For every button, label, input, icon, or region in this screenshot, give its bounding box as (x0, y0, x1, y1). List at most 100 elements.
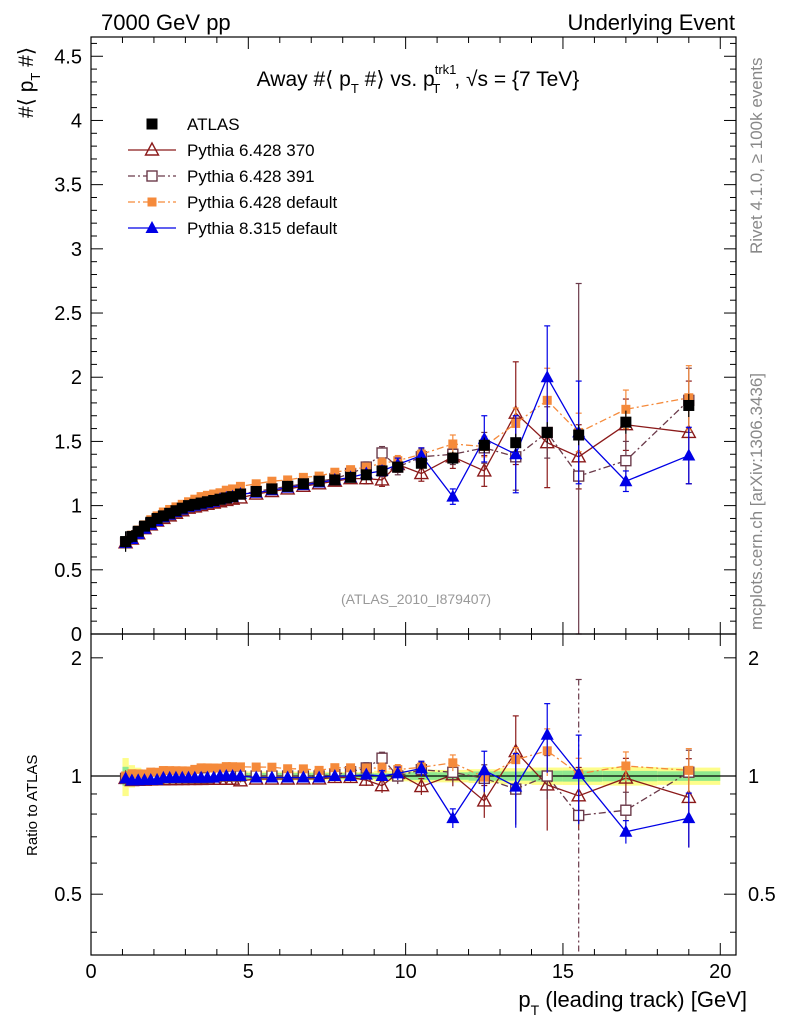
ratio-panel: 0.5 0.5 1 1 2 2 Ratio to ATLAS (24, 633, 776, 956)
y-tick-label: 1.5 (54, 431, 82, 453)
x-axis-label: pT (leading track) [GeV] (518, 987, 747, 1018)
ratio-point (152, 767, 162, 777)
data-point (251, 479, 261, 489)
data-point (414, 448, 428, 461)
ratio-point (344, 769, 358, 782)
atlas-point (250, 485, 262, 497)
ratio-point (359, 767, 373, 780)
atlas-point (376, 465, 388, 477)
ratio-point (540, 727, 554, 740)
atlas-point (132, 525, 144, 537)
main-axis-ticks (90, 37, 736, 635)
legend-label: ATLAS (187, 115, 240, 134)
atlas-point (214, 493, 226, 505)
ratio-point (618, 769, 634, 784)
ratio-point (209, 763, 219, 773)
data-point (235, 481, 245, 491)
ratio-point (621, 761, 631, 771)
ratio-point (146, 767, 156, 777)
ratio-point (251, 762, 261, 772)
ratio-point (391, 766, 405, 779)
x-tick-label: 0 (85, 961, 96, 983)
data-point (620, 454, 632, 467)
atlas-point (138, 520, 150, 532)
atlas-point (360, 469, 372, 481)
data-point (202, 490, 212, 500)
atlas-point (208, 494, 220, 506)
rivet-label: Rivet 4.1.0, ≥ 100k events (747, 58, 766, 254)
header-left: 7000 GeV pp (101, 10, 231, 35)
ratio-point (414, 761, 428, 774)
ratio-series-pythia-6-428-391 (119, 678, 695, 955)
atlas-point (345, 471, 357, 483)
ylabel-pre: #⟨ p (15, 81, 38, 118)
legend-entry-pythia-8-315-default: Pythia 8.315 default (128, 219, 338, 238)
title-sub1: T (351, 81, 359, 96)
ratio-point (346, 763, 356, 773)
ratio-series (117, 678, 697, 955)
y-tick-label: 4 (71, 110, 82, 132)
series-line (125, 412, 689, 544)
ratio-y-tick-label: 0.5 (54, 884, 82, 906)
ratio-point (235, 762, 245, 772)
ratio-y-tick-label-right: 2 (748, 648, 759, 670)
ratio-point (202, 763, 212, 773)
ratio-point (215, 763, 225, 773)
atlas-point (145, 516, 157, 528)
atlas-point (120, 536, 132, 548)
series-atlas (120, 393, 695, 552)
x-tick-labels: 0 5 10 15 20 (85, 961, 731, 983)
data-point (476, 462, 492, 477)
ratio-point (328, 769, 342, 782)
atlas-point (170, 505, 182, 517)
atlas-point (313, 475, 325, 487)
ratio-point (330, 763, 340, 773)
atlas-point (176, 502, 188, 514)
data-point (298, 472, 308, 482)
x-tick-label: 15 (552, 961, 574, 983)
data-point (346, 465, 356, 475)
watermark: (ATLAS_2010_I879407) (341, 591, 491, 607)
legend-marker (145, 221, 159, 233)
atlas-point (201, 496, 213, 508)
legend-label: Pythia 6.428 default (187, 193, 338, 212)
legend-marker (146, 118, 158, 130)
x-tick-label: 10 (395, 961, 417, 983)
ratio-point (165, 766, 175, 776)
data-point (413, 465, 430, 480)
data-point (330, 467, 340, 477)
data-point (377, 458, 387, 468)
ratio-point (283, 764, 293, 774)
atlas-point (329, 474, 341, 486)
data-point (228, 484, 238, 494)
ratio-y-tick-label-right: 1 (748, 766, 759, 788)
y-axis-label: #⟨ pT #⟩ (15, 47, 43, 118)
data-point (682, 448, 696, 461)
title-mid: #⟩ vs. p (359, 68, 435, 91)
atlas-point (282, 480, 294, 492)
x-tick-label: 20 (709, 961, 731, 983)
legend-entry-pythia-6-428-391: Pythia 6.428 391 (128, 167, 315, 186)
atlas-point (189, 498, 201, 510)
ratio-y-tick-label: 1 (71, 766, 82, 788)
ratio-point (265, 770, 279, 783)
atlas-point (683, 399, 695, 411)
main-ytick-labels: 0 0.5 1 1.5 2 2.5 3 3.5 4 4.5 (54, 46, 82, 646)
atlas-point (510, 437, 522, 449)
ratio-point (446, 811, 460, 824)
atlas-point (151, 512, 163, 524)
ratio-point (196, 763, 206, 773)
y-tick-label: 1 (71, 496, 82, 518)
title-pre: Away #⟨ p (257, 68, 351, 91)
y-tick-label: 0.5 (54, 560, 82, 582)
ratio-point (572, 766, 586, 779)
atlas-point (195, 497, 207, 509)
y-tick-label: 3 (71, 239, 82, 261)
ylabel-post: #⟩ (15, 47, 38, 73)
ratio-point (376, 752, 388, 764)
legend-marker (144, 141, 160, 156)
ratio-point (267, 762, 277, 772)
ratio-point (619, 824, 633, 837)
ratio-point (298, 764, 308, 774)
